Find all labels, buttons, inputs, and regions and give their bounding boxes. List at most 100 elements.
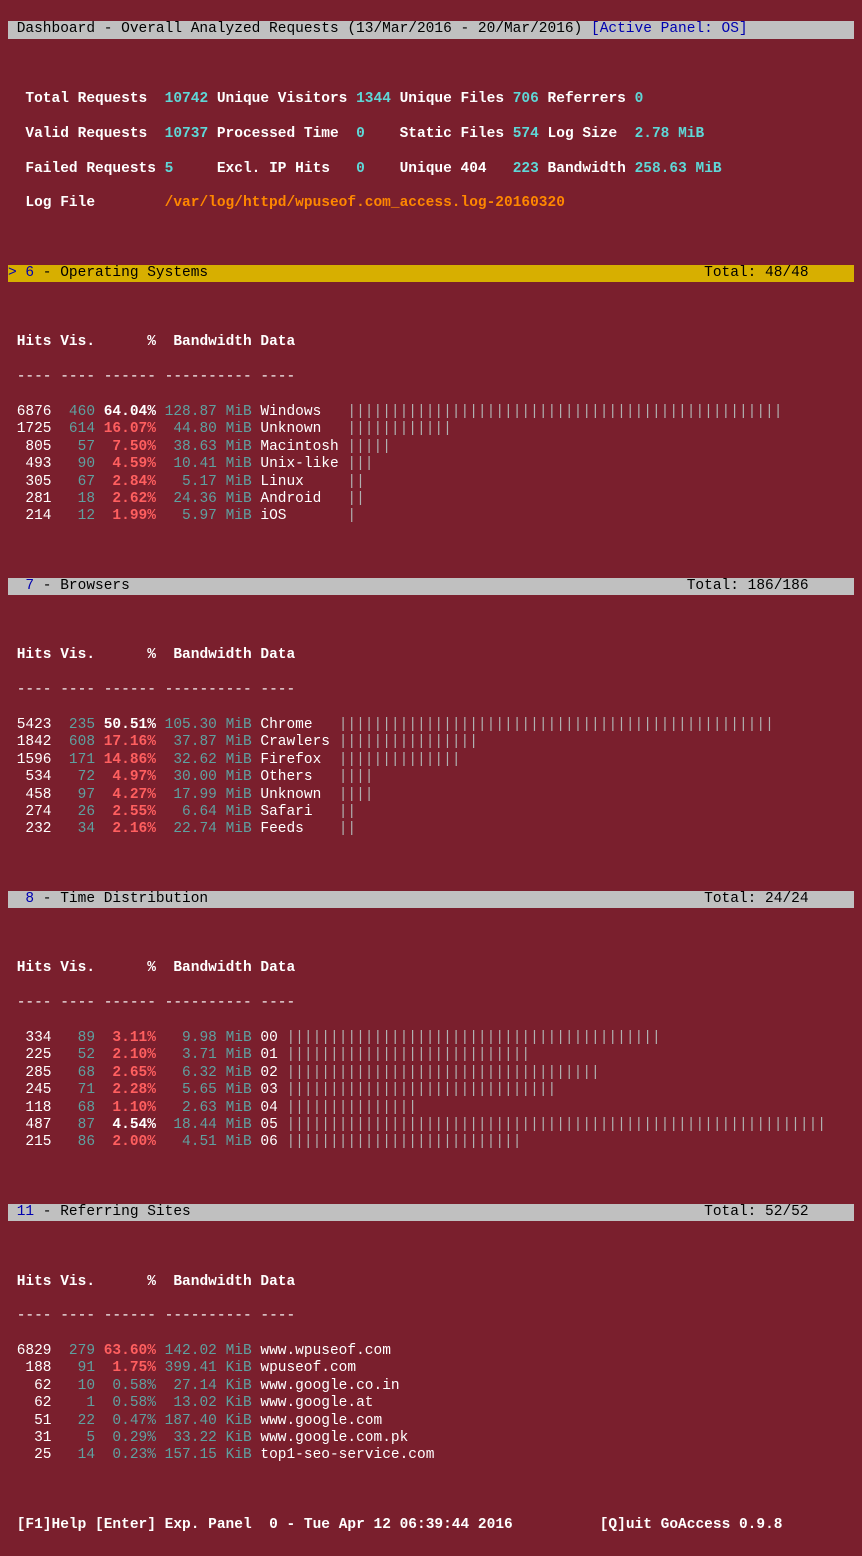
cell-hits: 1842 — [8, 734, 52, 750]
stat-label: Processed Time — [217, 126, 348, 142]
stat-label: Excl. IP Hits — [217, 161, 348, 177]
cell-bandwidth: 32.62 MiB — [156, 752, 252, 768]
column-underline: ---- ---- ------ ---------- ---- — [8, 995, 854, 1012]
cell-hits: 6829 — [8, 1343, 52, 1359]
stat-label: Unique Visitors — [217, 91, 348, 107]
stat-value: 1344 — [356, 91, 391, 107]
cell-vis: 89 — [52, 1030, 96, 1046]
cell-pct: 2.55% — [95, 804, 156, 820]
cell-bandwidth: 10.41 MiB — [156, 456, 252, 472]
cell-data: Crawlers — [252, 734, 330, 750]
cell-data: Chrome — [252, 717, 330, 733]
bar-chart-icon: |||||||||||||||||||||||||||||||||||| — [278, 1065, 600, 1081]
cell-hits: 1596 — [8, 752, 52, 768]
stat-value: 0 — [356, 161, 365, 177]
bar-chart-icon: | — [339, 508, 356, 524]
column-headers: Hits Vis. % Bandwidth Data — [8, 960, 854, 977]
cell-hits: 534 — [8, 769, 52, 785]
cell-data: 04 — [252, 1100, 278, 1116]
cell-vis: 68 — [52, 1065, 96, 1081]
cell-pct: 4.54% — [95, 1117, 156, 1133]
panel-header-browsers[interactable]: 7 - Browsers Total: 186/186 — [8, 578, 854, 595]
cell-pct: 2.28% — [95, 1082, 156, 1098]
cell-data: www.google.at — [252, 1395, 374, 1411]
table-row: 188 91 1.75% 399.41 KiB wpuseof.com — [8, 1360, 854, 1377]
cell-data: www.google.com — [252, 1413, 383, 1429]
panel-rows: 5423 235 50.51% 105.30 MiB Chrome ||||||… — [8, 717, 854, 839]
cell-data: Firefox — [252, 752, 330, 768]
stat-label: Log Size — [548, 126, 626, 142]
stat-label: Static Files — [400, 126, 504, 142]
cell-vis: 10 — [52, 1378, 96, 1394]
cell-pct: 1.10% — [95, 1100, 156, 1116]
cell-data: Linux — [252, 474, 339, 490]
cell-bandwidth: 2.63 MiB — [156, 1100, 252, 1116]
cell-hits: 25 — [8, 1447, 52, 1463]
table-row: 214 12 1.99% 5.97 MiB iOS | — [8, 508, 854, 525]
table-row: 1725 614 16.07% 44.80 MiB Unknown ||||||… — [8, 421, 854, 438]
cell-hits: 118 — [8, 1100, 52, 1116]
cell-data: wpuseof.com — [252, 1360, 356, 1376]
cell-pct: 64.04% — [95, 404, 156, 420]
cell-pct: 50.51% — [95, 717, 156, 733]
stats-row: Failed Requests 5 Excl. IP Hits 0 Unique… — [8, 161, 854, 178]
bar-chart-icon: |||||||||||||||| — [330, 734, 478, 750]
quit-key[interactable]: [Q]uit — [600, 1517, 652, 1533]
bar-chart-icon: ||||||||||||||||||||||||||| — [278, 1134, 522, 1150]
cell-bandwidth: 30.00 MiB — [156, 769, 252, 785]
bar-chart-icon: ||||||||||||||||||||||||||||||||||||||||… — [278, 1117, 826, 1133]
cell-data: Windows — [252, 404, 339, 420]
cell-bandwidth: 18.44 MiB — [156, 1117, 252, 1133]
stat-value: 5 — [165, 161, 174, 177]
table-row: 305 67 2.84% 5.17 MiB Linux || — [8, 474, 854, 491]
cell-vis: 57 — [52, 439, 96, 455]
column-headers: Hits Vis. % Bandwidth Data — [8, 334, 854, 351]
cell-bandwidth: 187.40 KiB — [156, 1413, 252, 1429]
cell-vis: 72 — [52, 769, 96, 785]
table-row: 493 90 4.59% 10.41 MiB Unix-like ||| — [8, 456, 854, 473]
cell-bandwidth: 128.87 MiB — [156, 404, 252, 420]
bar-chart-icon: ||||| — [339, 439, 391, 455]
cell-pct: 4.97% — [95, 769, 156, 785]
cell-data: Unknown — [252, 787, 330, 803]
expand-key[interactable]: [Enter] Exp. Panel — [95, 1517, 252, 1533]
cell-vis: 34 — [52, 821, 96, 837]
cell-vis: 86 — [52, 1134, 96, 1150]
bar-chart-icon: |||||||||||||| — [330, 752, 461, 768]
panel-total: Total: 186/186 — [687, 578, 809, 594]
cell-bandwidth: 6.64 MiB — [156, 804, 252, 820]
cell-bandwidth: 5.17 MiB — [156, 474, 252, 490]
panel-header-os[interactable]: > 6 - Operating Systems Total: 48/48 — [8, 265, 854, 282]
bar-chart-icon: ||||||||||||||||||||||||||||||||||||||||… — [330, 717, 774, 733]
cell-bandwidth: 33.22 KiB — [156, 1430, 252, 1446]
cell-hits: 285 — [8, 1065, 52, 1081]
cell-hits: 225 — [8, 1047, 52, 1063]
cell-pct: 2.16% — [95, 821, 156, 837]
cell-vis: 71 — [52, 1082, 96, 1098]
stat-value: 574 — [513, 126, 539, 142]
stat-value: 223 — [513, 161, 539, 177]
table-row: 62 1 0.58% 13.02 KiB www.google.at — [8, 1395, 854, 1412]
help-key[interactable]: [F1]Help — [17, 1517, 87, 1533]
cell-data: Unknown — [252, 421, 339, 437]
cell-data: www.wpuseof.com — [252, 1343, 391, 1359]
cell-hits: 62 — [8, 1395, 52, 1411]
panel-header-referrers[interactable]: 11 - Referring Sites Total: 52/52 — [8, 1204, 854, 1221]
app-version: GoAccess 0.9.8 — [661, 1517, 783, 1533]
stat-value: 0 — [356, 126, 365, 142]
cell-bandwidth: 5.97 MiB — [156, 508, 252, 524]
cell-bandwidth: 24.36 MiB — [156, 491, 252, 507]
table-row: 25 14 0.23% 157.15 KiB top1-seo-service.… — [8, 1447, 854, 1464]
stat-label: Unique 404 — [400, 161, 504, 177]
cell-vis: 235 — [52, 717, 96, 733]
cell-pct: 16.07% — [95, 421, 156, 437]
table-row: 281 18 2.62% 24.36 MiB Android || — [8, 491, 854, 508]
stat-value: 258.63 MiB — [635, 161, 722, 177]
cell-data: 06 — [252, 1134, 278, 1150]
cell-vis: 90 — [52, 456, 96, 472]
panel-header-time[interactable]: 8 - Time Distribution Total: 24/24 — [8, 891, 854, 908]
cell-vis: 91 — [52, 1360, 96, 1376]
cell-hits: 274 — [8, 804, 52, 820]
bar-chart-icon: ||||||||||||||| — [278, 1100, 417, 1116]
cell-pct: 0.58% — [95, 1378, 156, 1394]
